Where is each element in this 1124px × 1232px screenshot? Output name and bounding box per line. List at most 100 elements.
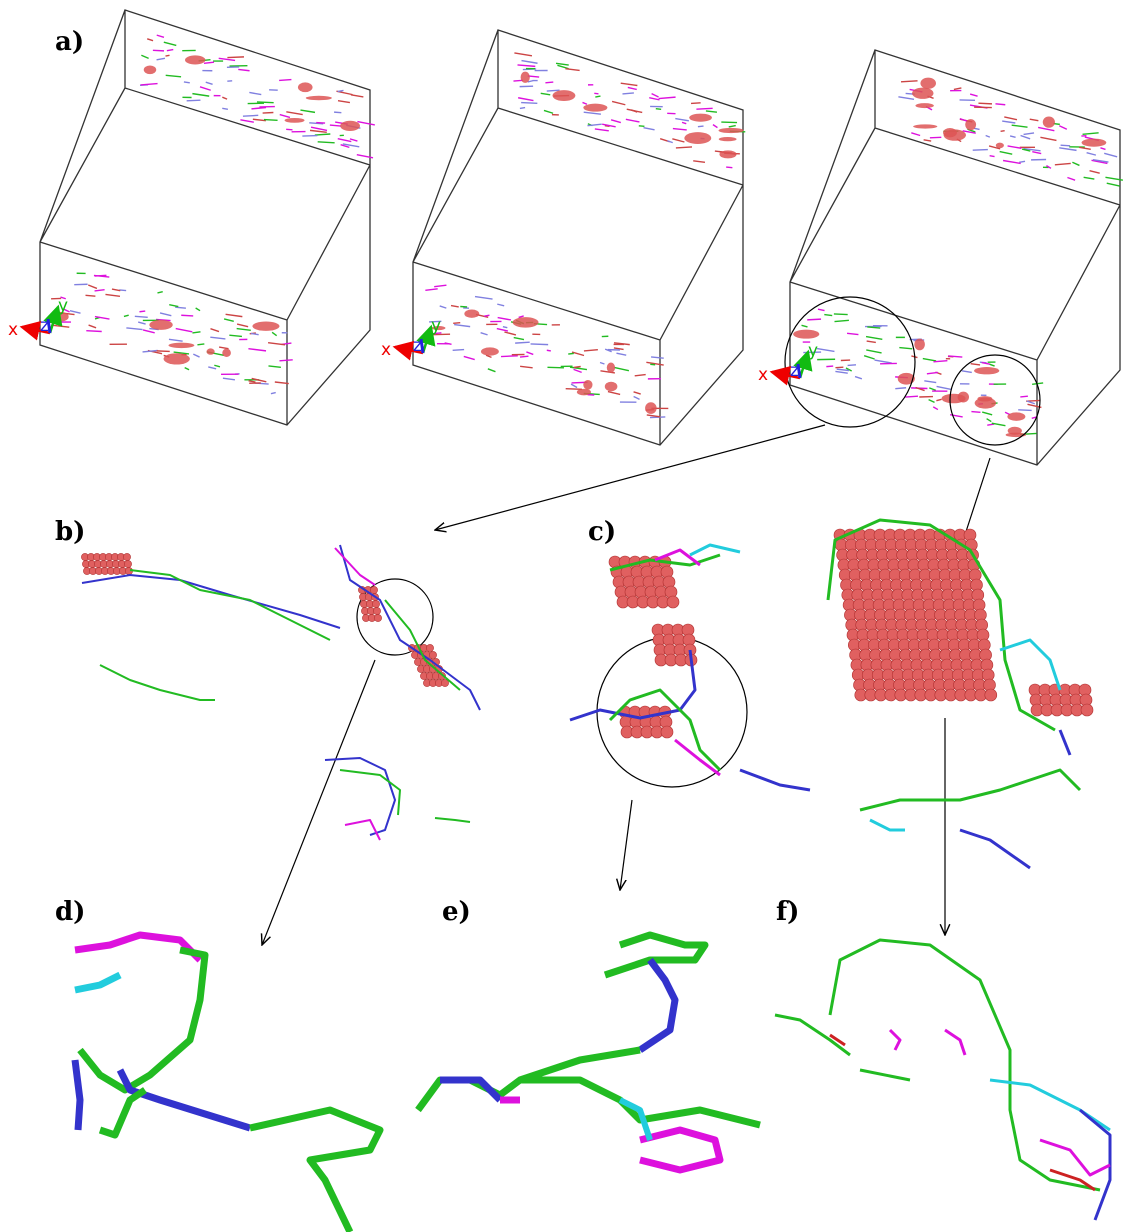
defect-line — [644, 128, 655, 130]
dislocation-line — [640, 960, 675, 1050]
defect-line — [1024, 133, 1034, 134]
defect-line — [192, 94, 209, 97]
panel-label: f) — [776, 897, 800, 927]
defect-line — [990, 364, 995, 366]
defect-line — [263, 113, 274, 114]
atom-cluster — [793, 330, 819, 339]
defect-line — [451, 306, 459, 307]
defect-line — [166, 75, 181, 76]
defect-line — [616, 353, 626, 355]
defect-line — [571, 384, 577, 387]
atom-cluster — [164, 353, 190, 364]
defect-line — [834, 314, 848, 315]
atom-cluster — [553, 90, 576, 101]
defect-line — [318, 142, 335, 143]
defect-line — [978, 103, 992, 104]
atom-cluster — [915, 103, 933, 108]
defect-line — [237, 329, 251, 331]
defect-line — [357, 122, 374, 125]
defect-line — [626, 119, 640, 122]
atom-cluster — [168, 343, 194, 348]
atom-cluster — [958, 392, 969, 403]
defect-line — [515, 342, 530, 343]
defect-line — [1004, 117, 1017, 120]
defect-line — [647, 415, 661, 417]
zoom-arrow — [262, 660, 375, 945]
axis-label: z — [790, 361, 799, 381]
defect-line — [899, 348, 912, 349]
defect-line — [240, 120, 253, 122]
defect-line — [279, 360, 292, 361]
defect-line — [519, 316, 524, 317]
zoom-arrow — [435, 425, 825, 530]
atom-cluster — [965, 119, 976, 130]
defect-line — [864, 356, 875, 359]
defect-line — [565, 69, 579, 71]
defect-line — [1107, 183, 1120, 186]
defect-line — [311, 127, 327, 130]
dislocation-line — [945, 1030, 965, 1055]
defect-line — [1018, 410, 1031, 411]
defect-line — [257, 102, 274, 103]
defect-line — [706, 111, 717, 112]
atom-cluster — [1007, 412, 1025, 420]
defect-line — [634, 392, 641, 394]
defect-line — [1030, 119, 1039, 121]
defect-line — [520, 356, 528, 357]
defect-line — [1084, 177, 1095, 179]
defect-line — [187, 100, 201, 101]
defect-line — [143, 330, 155, 333]
defect-line — [166, 55, 170, 56]
defect-line — [1020, 396, 1028, 397]
defect-line — [222, 108, 228, 109]
atom-cluster — [185, 55, 205, 64]
defect-line — [1019, 161, 1025, 162]
dislocation-line — [860, 770, 1080, 810]
axis-label: x — [381, 340, 391, 360]
defect-line — [834, 320, 848, 321]
defect-line — [223, 378, 235, 380]
panel-label: d) — [55, 897, 85, 927]
defect-line — [929, 400, 935, 403]
atom-cluster — [298, 82, 313, 92]
atom-cluster — [222, 349, 231, 357]
defect-line — [227, 57, 244, 58]
atom-cluster — [1008, 427, 1022, 435]
defect-line — [621, 83, 638, 85]
defect-line — [504, 332, 516, 335]
dislocation-line — [75, 1060, 80, 1130]
defect-line — [954, 88, 961, 89]
dislocation-line — [1000, 640, 1060, 690]
defect-line — [300, 110, 315, 112]
defect-line — [95, 290, 105, 291]
defect-line — [721, 122, 737, 123]
defect-line — [1072, 162, 1079, 165]
defect-line — [547, 350, 551, 351]
axis-arrow — [800, 352, 808, 378]
defect-line — [817, 349, 834, 352]
atom-cluster — [481, 347, 499, 355]
defect-line — [974, 128, 979, 129]
defect-line — [204, 62, 214, 63]
defect-line — [157, 351, 170, 352]
atom-cluster — [583, 104, 607, 112]
defect-line — [169, 339, 183, 341]
defect-line — [875, 360, 892, 363]
dislocation-line — [1060, 730, 1070, 755]
defect-line — [153, 50, 164, 51]
defect-line — [1012, 125, 1028, 127]
defect-line — [334, 112, 341, 113]
panel-label: b) — [55, 517, 85, 547]
atom-cluster — [943, 128, 957, 137]
dislocation-line — [830, 940, 1100, 1190]
atom-cluster — [1043, 117, 1055, 128]
defect-line — [53, 325, 69, 327]
defect-line — [600, 363, 604, 364]
defect-line — [962, 371, 972, 373]
defect-line — [584, 350, 598, 351]
defect-line — [1003, 160, 1021, 163]
defect-line — [649, 98, 659, 100]
defect-line — [1100, 148, 1105, 150]
defect-line — [652, 94, 659, 97]
atom — [123, 553, 130, 560]
